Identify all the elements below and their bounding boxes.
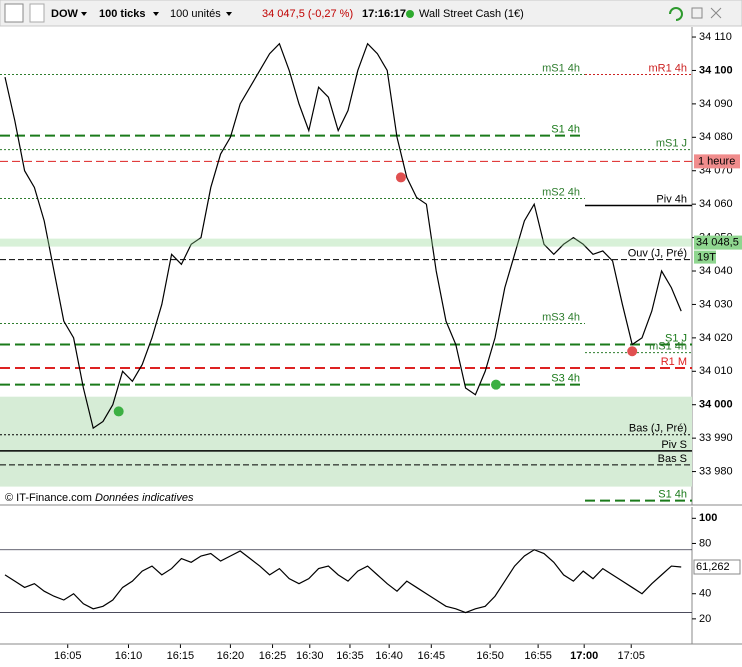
ticks-select[interactable]: 100 ticks (99, 8, 145, 20)
price-line (4, 549, 682, 614)
y-tick-label: 34 000 (699, 399, 733, 411)
x-tick-label: 16:45 (418, 650, 446, 662)
y-tick-label: 34 090 (699, 98, 733, 110)
status-dot (406, 10, 414, 18)
maximize-button[interactable] (691, 7, 703, 19)
y-tick-label: 33 980 (699, 465, 733, 477)
units-select[interactable]: 100 unités (170, 8, 221, 20)
x-tick-label: 16:15 (167, 650, 195, 662)
level-label: mS3 4h (542, 311, 580, 323)
current-box (694, 235, 742, 250)
y-tick-label: 34 060 (699, 198, 733, 210)
y-tick-label: 33 990 (699, 432, 733, 444)
x-tick-label: 16:20 (217, 650, 245, 662)
zone (0, 396, 692, 487)
level-label: mR1 4h (648, 62, 687, 74)
level-label: Bas (J, Pré) (629, 423, 687, 435)
level-label: Ouv (J, Pré) (628, 248, 687, 260)
y-tick-label: 20 (699, 613, 711, 625)
level-label: mS1 4h (542, 62, 580, 74)
x-tick-label: 16:40 (375, 650, 403, 662)
x-tick-label: 16:55 (524, 650, 552, 662)
level-label: S3 4h (551, 373, 580, 385)
y-tick-label: 34 100 (699, 64, 733, 76)
copyright: © IT-Finance.com (5, 492, 92, 504)
refresh-icon[interactable] (669, 7, 683, 21)
y-tick-label: 34 110 (699, 31, 732, 43)
close-button[interactable] (710, 7, 722, 19)
x-tick-label: 16:25 (259, 650, 287, 662)
current-label: 61,262 (696, 561, 730, 573)
menu-button[interactable] (4, 3, 24, 23)
symbol[interactable]: DOW (51, 8, 79, 20)
dropdown-arrow[interactable] (153, 12, 159, 16)
level-label: S1 4h (658, 489, 687, 501)
axis-bg (692, 27, 742, 505)
level-label: Bas S (658, 453, 687, 465)
x-tick-label: 16:10 (115, 650, 143, 662)
x-tick-label: 16:30 (296, 650, 324, 662)
x-tick-label: 17:00 (570, 650, 598, 662)
y-tick-label: 34 080 (699, 131, 733, 143)
quote: 34 047,5 (-0,27 %) (262, 8, 353, 20)
signal-marker (113, 406, 124, 417)
y-tick-label: 100 (699, 512, 717, 524)
note: Données indicatives (95, 492, 194, 504)
hour-label: 1 heure (698, 155, 735, 167)
y-tick-label: 34 040 (699, 265, 733, 277)
level-label: mS1 4h (649, 340, 687, 352)
dropdown-arrow[interactable] (226, 12, 232, 16)
current-band (0, 238, 692, 247)
y-tick-label: 80 (699, 537, 711, 549)
level-label: Piv 4h (656, 193, 687, 205)
signal-marker (490, 379, 501, 390)
clock: 17:16:17 (362, 8, 406, 20)
y-tick-label: 34 030 (699, 298, 733, 310)
dropdown-arrow[interactable] (81, 12, 87, 16)
x-tick-label: 16:05 (54, 650, 82, 662)
settings-button[interactable] (29, 3, 45, 23)
tag-box (694, 250, 716, 264)
current-box (693, 559, 741, 575)
level-label: S1 4h (551, 124, 580, 136)
hour-box (694, 154, 740, 169)
toolbar (0, 0, 742, 27)
x-tick-label: 16:35 (336, 650, 364, 662)
x-tick-label: 16:50 (476, 650, 504, 662)
axis-bg (692, 507, 742, 644)
level-label: mS1 J (656, 138, 687, 150)
tag-label: 19T (697, 252, 716, 264)
current-label: 34 048,5 (696, 237, 739, 249)
signal-marker (627, 346, 638, 357)
level-label: Piv S (661, 439, 687, 451)
y-tick-label: 34 020 (699, 332, 733, 344)
y-tick-label: 34 010 (699, 365, 733, 377)
instrument: Wall Street Cash (1€) (419, 8, 524, 20)
signal-marker (395, 172, 406, 183)
level-label: R1 M (661, 356, 687, 368)
level-label: mS2 4h (542, 186, 580, 198)
level-label: S1 J (665, 332, 687, 344)
price-line (4, 42, 682, 430)
y-tick-label: 40 (699, 588, 711, 600)
x-tick-label: 17:05 (617, 650, 645, 662)
